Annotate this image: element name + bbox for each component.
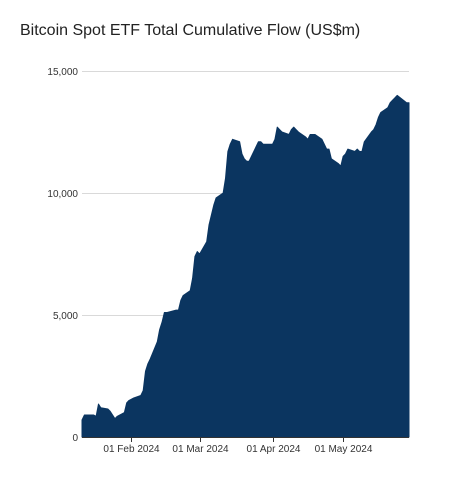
x-tick-label: 01 Apr 2024 — [247, 444, 301, 455]
x-tick-label: 01 Feb 2024 — [103, 444, 160, 455]
x-tick-label: 01 May 2024 — [315, 444, 373, 455]
series-layer — [81, 94, 410, 438]
y-tick-label: 15,000 — [47, 67, 78, 78]
x-tick-label: 01 Mar 2024 — [172, 444, 229, 455]
y-axis-ticks: 0 5,000 10,000 15,000 — [47, 67, 78, 444]
y-tick-label: 5,000 — [53, 311, 78, 322]
series-area — [81, 94, 410, 438]
x-axis-ticks: 01 Feb 2024 01 Mar 2024 01 Apr 2024 01 May … — [103, 437, 373, 455]
chart-title: Bitcoin Spot ETF Total Cumulative Flow (… — [20, 22, 361, 39]
y-tick-label: 0 — [72, 433, 78, 444]
y-tick-label: 10,000 — [47, 189, 78, 200]
